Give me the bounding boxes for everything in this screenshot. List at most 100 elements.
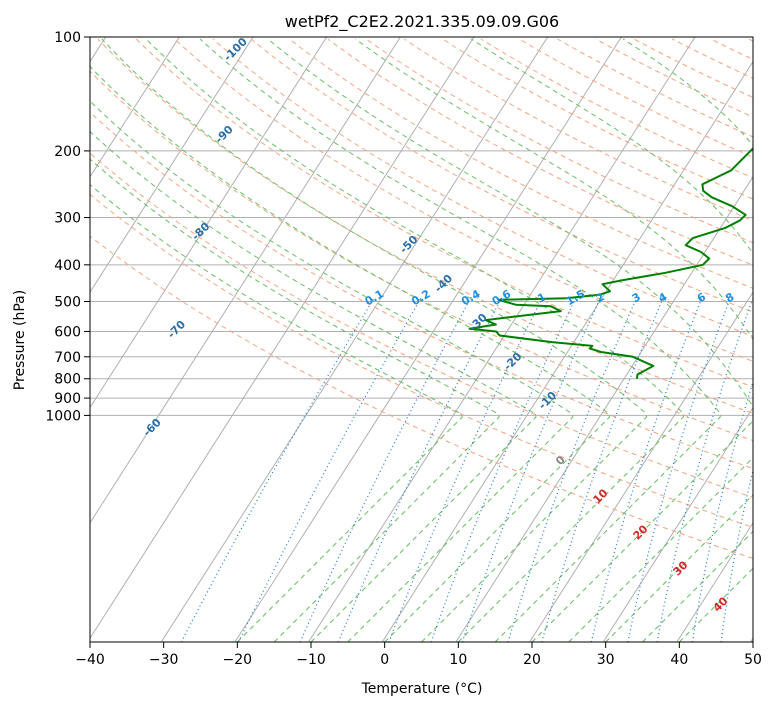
x-tick-label: −10 xyxy=(296,652,326,668)
mixing-ratio-label: 0.1 xyxy=(363,287,386,308)
moist-adiabat-label: 10 xyxy=(591,486,611,506)
dry-adiabat-line xyxy=(212,38,753,337)
moist-adiabat-label: 40 xyxy=(711,594,731,614)
mixing-ratio-line xyxy=(337,296,503,642)
dry-adiabat-line xyxy=(672,38,753,79)
isotherm-label: -20 xyxy=(501,350,524,373)
x-axis: −40 −30 −20 −10 0 10 20 30 40 50 xyxy=(75,642,762,668)
dry-adiabat-line xyxy=(174,38,753,362)
y-tick-label: 1000 xyxy=(45,408,81,424)
isotherm-line xyxy=(750,637,753,642)
mixing-ratio-line xyxy=(541,296,665,642)
y-tick-label: 700 xyxy=(54,350,81,366)
x-tick-label: 50 xyxy=(744,652,762,668)
isotherm-label: -100 xyxy=(221,35,250,64)
mixing-ratio-line xyxy=(238,296,423,642)
moist-adiabat-label: 30 xyxy=(671,558,691,578)
mixing-ratio-label: 3 xyxy=(630,290,643,305)
mixing-ratio-line xyxy=(752,632,753,642)
moist-adiabat-line xyxy=(90,183,463,642)
dry-adiabat-line xyxy=(365,38,753,244)
mixing-ratio-line xyxy=(461,296,602,642)
moist-adiabat-line xyxy=(90,130,537,642)
moist-adiabat-line xyxy=(267,38,753,642)
isotherm-line xyxy=(602,406,753,642)
moist-adiabat-line xyxy=(90,65,611,642)
isotherm-label: -70 xyxy=(165,318,188,341)
plot-frame xyxy=(89,36,754,643)
dry-adiabat-line xyxy=(135,38,753,388)
isotherm-line xyxy=(381,60,753,642)
isotherm-line xyxy=(90,37,401,524)
mixing-ratio-line xyxy=(691,379,753,642)
y-tick-label: 300 xyxy=(54,211,81,227)
dry-adiabat-line xyxy=(480,38,753,179)
mixing-ratio-line xyxy=(590,296,703,642)
dry-adiabat-line xyxy=(710,38,753,61)
mixing-ratio-label: 6 xyxy=(695,290,708,305)
x-tick-label: 30 xyxy=(597,652,615,668)
dry-adiabat-line xyxy=(403,38,753,222)
y-tick-label: 500 xyxy=(54,294,81,310)
moist-adiabat-label: 20 xyxy=(631,522,651,542)
x-tick-label: 0 xyxy=(380,652,389,668)
moist-adiabat-line xyxy=(470,38,753,642)
y-tick-label: 100 xyxy=(54,30,81,46)
dry-adiabat-line xyxy=(442,38,753,200)
mixing-ratio-label: 4 xyxy=(656,290,669,305)
dry-adiabat-line xyxy=(90,111,753,470)
moist-adiabat-line xyxy=(90,100,574,642)
moist-adiabat-line xyxy=(678,567,753,642)
mixing-ratio-label: 0.4 xyxy=(459,287,483,308)
dewpoint-line xyxy=(468,147,753,379)
mixing-ratio-line xyxy=(388,296,544,642)
dry-adiabat-line xyxy=(633,38,753,99)
x-tick-label: −20 xyxy=(223,652,253,668)
y-tick-label: 800 xyxy=(54,372,81,388)
x-tick-label: 20 xyxy=(523,652,541,668)
y-tick-label: 600 xyxy=(54,324,81,340)
isotherm-label: -90 xyxy=(213,123,236,146)
x-axis-label: Temperature (°C) xyxy=(361,681,483,697)
dry-adiabat-line xyxy=(90,235,753,559)
isotherm-label: -80 xyxy=(189,220,212,243)
mixing-ratio-line xyxy=(430,296,577,642)
y-tick-label: 900 xyxy=(54,391,81,407)
moist-adiabat-line xyxy=(622,38,753,642)
mixing-ratio-label: 0.6 xyxy=(490,287,514,308)
y-tick-label: 200 xyxy=(54,144,81,160)
isotherm-label: -50 xyxy=(397,233,420,256)
mixing-ratio-line xyxy=(507,296,638,642)
dry-adiabat-line xyxy=(90,70,753,442)
chart-title: wetPf2_C2E2.2021.335.09.09.G06 xyxy=(285,12,559,32)
y-axis-label: Pressure (hPa) xyxy=(12,290,28,390)
mixing-ratio-label: 8 xyxy=(723,290,736,305)
isotherm-line xyxy=(90,37,328,409)
dry-adiabat-line xyxy=(97,38,753,414)
dry-adiabat-line xyxy=(250,38,753,313)
mixing-ratio-line xyxy=(180,296,376,642)
mixing-ratio-line xyxy=(656,296,753,642)
reference-lines xyxy=(90,37,753,642)
isotherm-line xyxy=(90,37,254,294)
isotherm-line xyxy=(529,291,753,642)
isotherm-line xyxy=(90,37,180,178)
isotherm-line xyxy=(676,521,753,642)
x-tick-label: −40 xyxy=(75,652,105,668)
dry-adiabat-line xyxy=(557,38,753,138)
moist-adiabat-line xyxy=(199,38,722,642)
x-tick-label: −30 xyxy=(149,652,179,668)
isotherm-label: -40 xyxy=(432,272,455,295)
moist-adiabat-line xyxy=(355,38,753,642)
plot-grid xyxy=(90,36,753,416)
isotherm-line xyxy=(90,37,475,640)
x-tick-label: 40 xyxy=(670,652,688,668)
moist-adiabat-line xyxy=(90,158,500,642)
profile-lines xyxy=(468,147,753,379)
isotherm-label: -60 xyxy=(141,416,164,439)
x-tick-label: 10 xyxy=(449,652,467,668)
isotherm-line xyxy=(234,37,622,642)
moist-adiabat-line xyxy=(101,38,647,642)
